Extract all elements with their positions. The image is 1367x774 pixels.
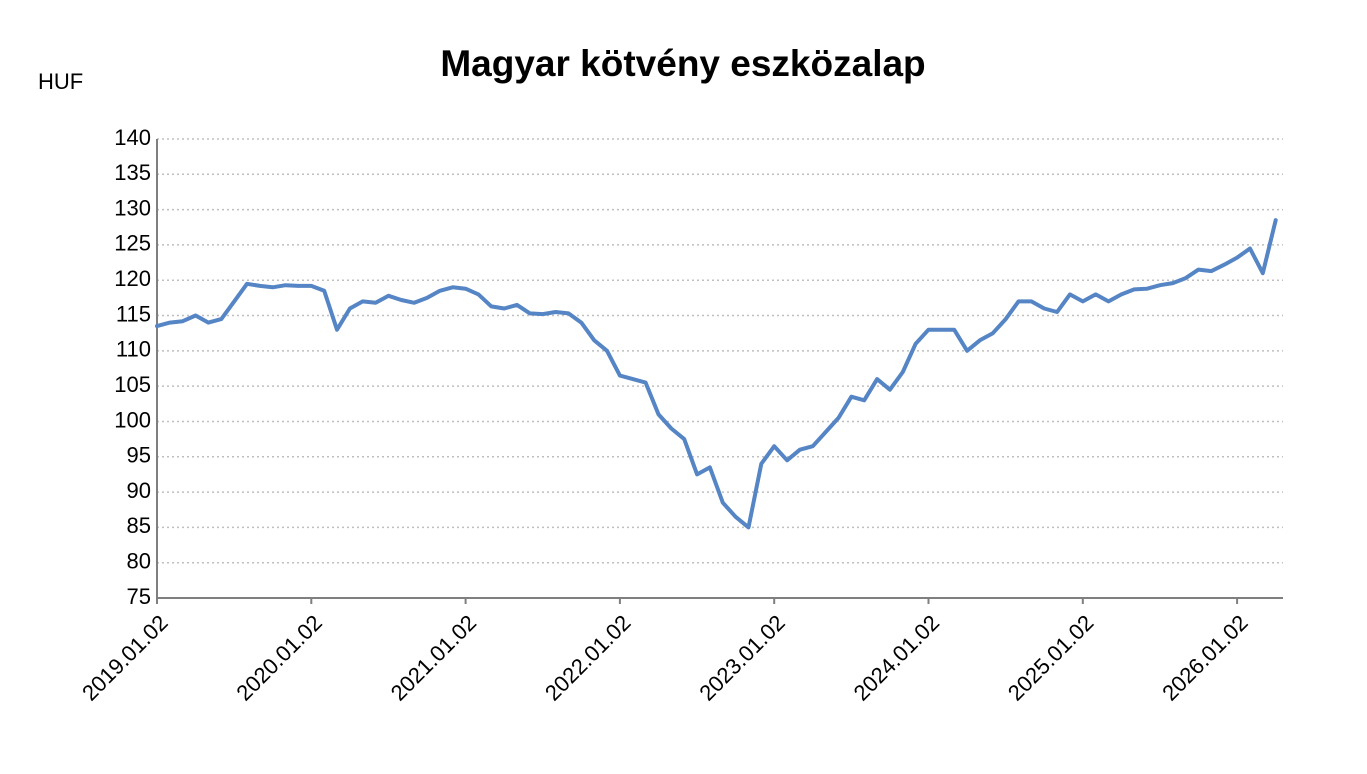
x-tick-label: 2019.01.02 [77, 610, 173, 706]
data-line [155, 218, 1278, 530]
y-tick-label: 135 [114, 160, 151, 185]
y-tick-label: 95 [127, 443, 151, 468]
y-tick-label: 110 [116, 337, 151, 362]
y-tick-label: 75 [127, 584, 151, 609]
y-tick-label: 105 [114, 372, 151, 397]
y-tick-label: 125 [114, 231, 151, 256]
y-tick-label: 130 [114, 195, 151, 220]
y-tick-label: 120 [114, 266, 151, 291]
x-tick-label: 2021.01.02 [386, 610, 482, 706]
y-tick-label: 80 [127, 549, 151, 574]
y-tick-label: 100 [114, 407, 151, 432]
y-tick-label: 85 [127, 513, 151, 538]
chart-title: Magyar kötvény eszközalap [440, 43, 925, 84]
x-tick-label: 2025.01.02 [1003, 610, 1099, 706]
x-tick-label: 2024.01.02 [849, 610, 945, 706]
x-tick-label: 2023.01.02 [694, 610, 790, 706]
x-tick-label: 2020.01.02 [231, 610, 327, 706]
y-tick-label: 115 [116, 301, 151, 326]
x-tick-label: 2026.01.02 [1157, 610, 1253, 706]
y-tick-label: 140 [114, 125, 151, 150]
x-tick-label: 2022.01.02 [540, 610, 636, 706]
y-tick-label: 90 [127, 478, 151, 503]
y-axis-label: HUF [38, 69, 83, 94]
